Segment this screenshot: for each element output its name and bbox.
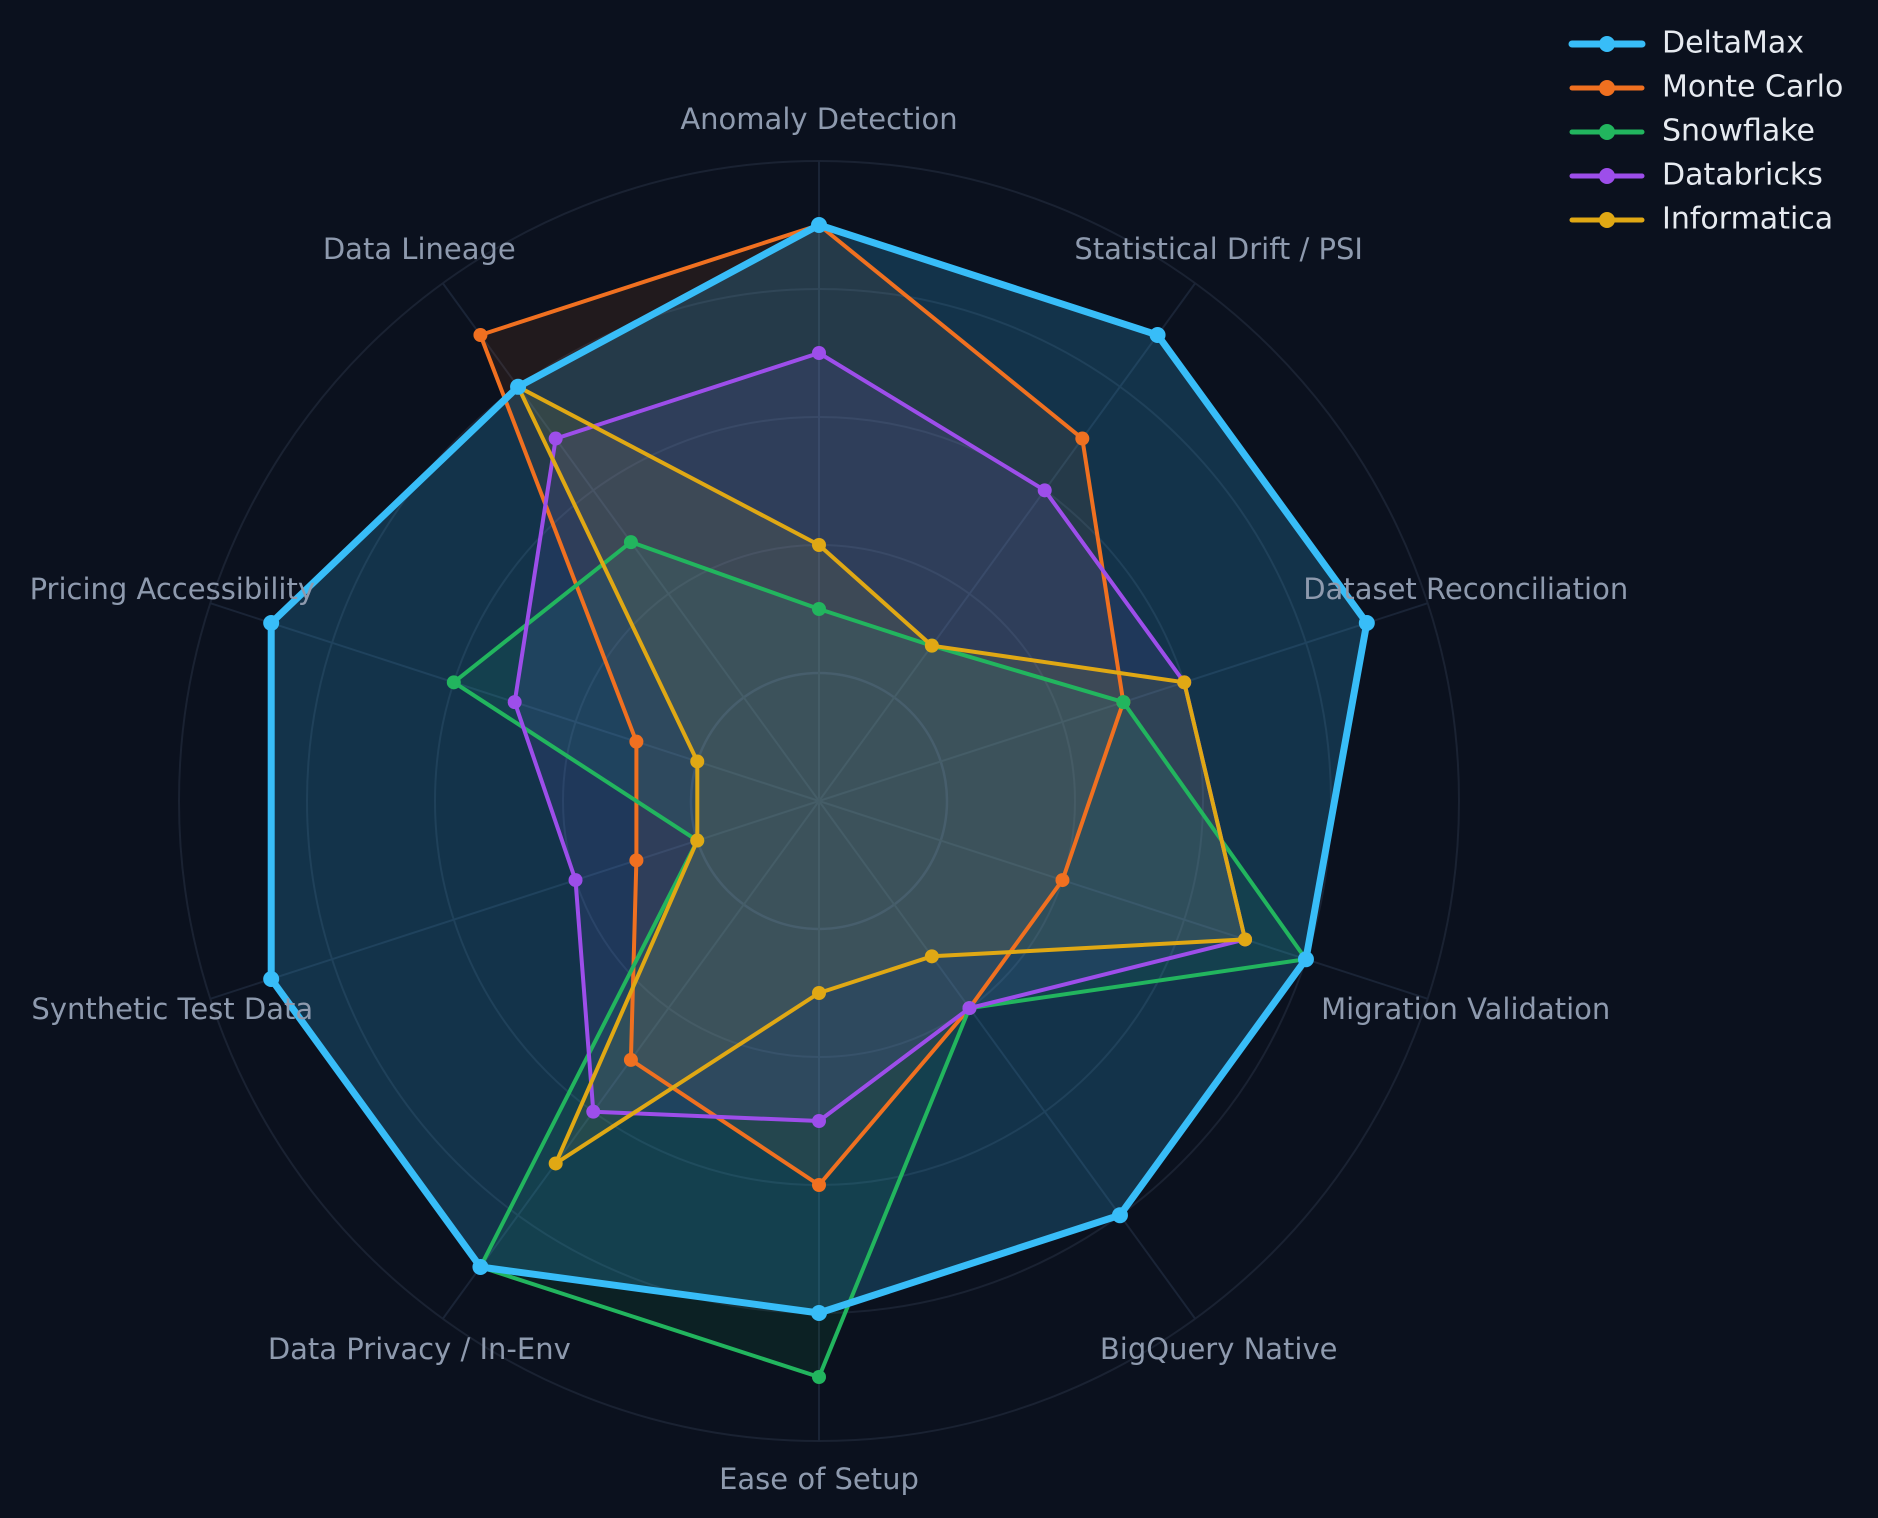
data-point-deltamax-bigquery-native — [1111, 1207, 1128, 1224]
data-point-monte-carlo-ease-of-setup — [812, 1178, 826, 1192]
axis-label-anomaly-detection: Anomaly Detection — [680, 102, 957, 136]
data-point-databricks-synthetic-test-data — [568, 873, 583, 888]
axis-label-pricing-accessibility: Pricing Accessibility — [30, 572, 315, 606]
legend-marker-deltamax — [1599, 36, 1615, 52]
data-point-monte-carlo-statistical-drift-psi — [1075, 431, 1090, 446]
data-point-informatica-pricing-accessibility — [690, 754, 705, 769]
data-point-informatica-ease-of-setup — [812, 986, 826, 1000]
grid-spoke — [818, 800, 1428, 1000]
data-point-snowflake-data-lineage — [623, 535, 638, 550]
legend-label-informatica: Informatica — [1662, 202, 1833, 237]
grid-spoke — [818, 282, 1196, 802]
data-point-informatica-dataset-reconciliation — [1177, 675, 1192, 690]
data-point-databricks-anomaly-detection — [812, 346, 826, 360]
axis-label-migration-validation: Migration Validation — [1321, 992, 1610, 1026]
data-point-informatica-synthetic-test-data — [690, 833, 705, 848]
legend: DeltaMax Monte Carlo Snowflake Databricks In… — [1568, 26, 1843, 237]
axis-label-bigquery-native: BigQuery Native — [1100, 1332, 1338, 1366]
data-point-snowflake-dataset-reconciliation — [1116, 695, 1131, 710]
data-point-monte-carlo-pricing-accessibility — [629, 734, 644, 749]
data-point-deltamax-dataset-reconciliation — [1358, 615, 1375, 632]
data-point-databricks-data-privacy-in-env — [586, 1104, 601, 1119]
data-point-deltamax-data-lineage — [510, 378, 527, 395]
data-point-databricks-ease-of-setup — [812, 1114, 826, 1128]
legend-label-deltamax: DeltaMax — [1662, 26, 1804, 61]
grid-spoke — [210, 800, 820, 1000]
axis-label-data-lineage: Data Lineage — [323, 232, 516, 266]
axis-labels: Anomaly Detection Statistical Drift / PSI… — [30, 102, 1629, 1496]
data-point-databricks-statistical-drift-psi — [1037, 483, 1052, 498]
data-point-deltamax-data-privacy-in-env — [472, 1258, 489, 1275]
data-point-monte-carlo-data-privacy-in-env — [623, 1052, 638, 1067]
data-point-informatica-anomaly-detection — [812, 538, 826, 552]
data-point-deltamax-migration-validation — [1297, 951, 1314, 968]
data-point-deltamax-pricing-accessibility — [263, 615, 280, 632]
legend-marker-snowflake — [1599, 124, 1615, 140]
data-point-monte-carlo-migration-validation — [1055, 873, 1070, 888]
series-area-informatica — [518, 386, 1246, 1164]
data-point-informatica-statistical-drift-psi — [924, 638, 939, 653]
legend-label-snowflake: Snowflake — [1662, 114, 1815, 149]
axis-label-statistical-drift-psi: Statistical Drift / PSI — [1074, 232, 1363, 266]
grid-spoke — [818, 800, 1196, 1320]
axis-label-dataset-reconciliation: Dataset Reconciliation — [1303, 572, 1628, 606]
axis-label-data-privacy-in-env: Data Privacy / In-Env — [268, 1332, 571, 1366]
data-point-databricks-bigquery-native — [962, 1001, 977, 1016]
data-point-monte-carlo-synthetic-test-data — [629, 853, 644, 868]
data-point-databricks-data-lineage — [548, 431, 563, 446]
series-area-snowflake — [453, 542, 1306, 1377]
data-point-deltamax-ease-of-setup — [811, 1305, 827, 1321]
legend-marker-databricks — [1599, 168, 1615, 184]
data-point-databricks-pricing-accessibility — [507, 695, 522, 710]
data-point-deltamax-anomaly-detection — [811, 217, 827, 233]
series-area-databricks — [514, 353, 1246, 1121]
legend-label-databricks: Databricks — [1662, 158, 1823, 193]
data-point-deltamax-synthetic-test-data — [263, 970, 280, 987]
data-point-informatica-data-privacy-in-env — [548, 1156, 563, 1171]
data-point-snowflake-anomaly-detection — [812, 602, 826, 616]
legend-label-monte-carlo: Monte Carlo — [1662, 70, 1843, 105]
data-point-informatica-migration-validation — [1238, 932, 1253, 947]
data-point-monte-carlo-data-lineage — [473, 328, 488, 343]
data-point-deltamax-statistical-drift-psi — [1149, 327, 1166, 344]
data-point-snowflake-pricing-accessibility — [446, 675, 461, 690]
legend-marker-monte-carlo — [1599, 80, 1615, 96]
legend-marker-informatica — [1599, 212, 1615, 228]
data-point-informatica-bigquery-native — [924, 949, 939, 964]
series-lines — [263, 217, 1375, 1384]
axis-label-synthetic-test-data: Synthetic Test Data — [31, 992, 313, 1026]
series-area-monte-carlo — [480, 225, 1124, 1185]
axis-label-ease-of-setup: Ease of Setup — [719, 1462, 919, 1496]
data-point-snowflake-ease-of-setup — [812, 1370, 826, 1384]
